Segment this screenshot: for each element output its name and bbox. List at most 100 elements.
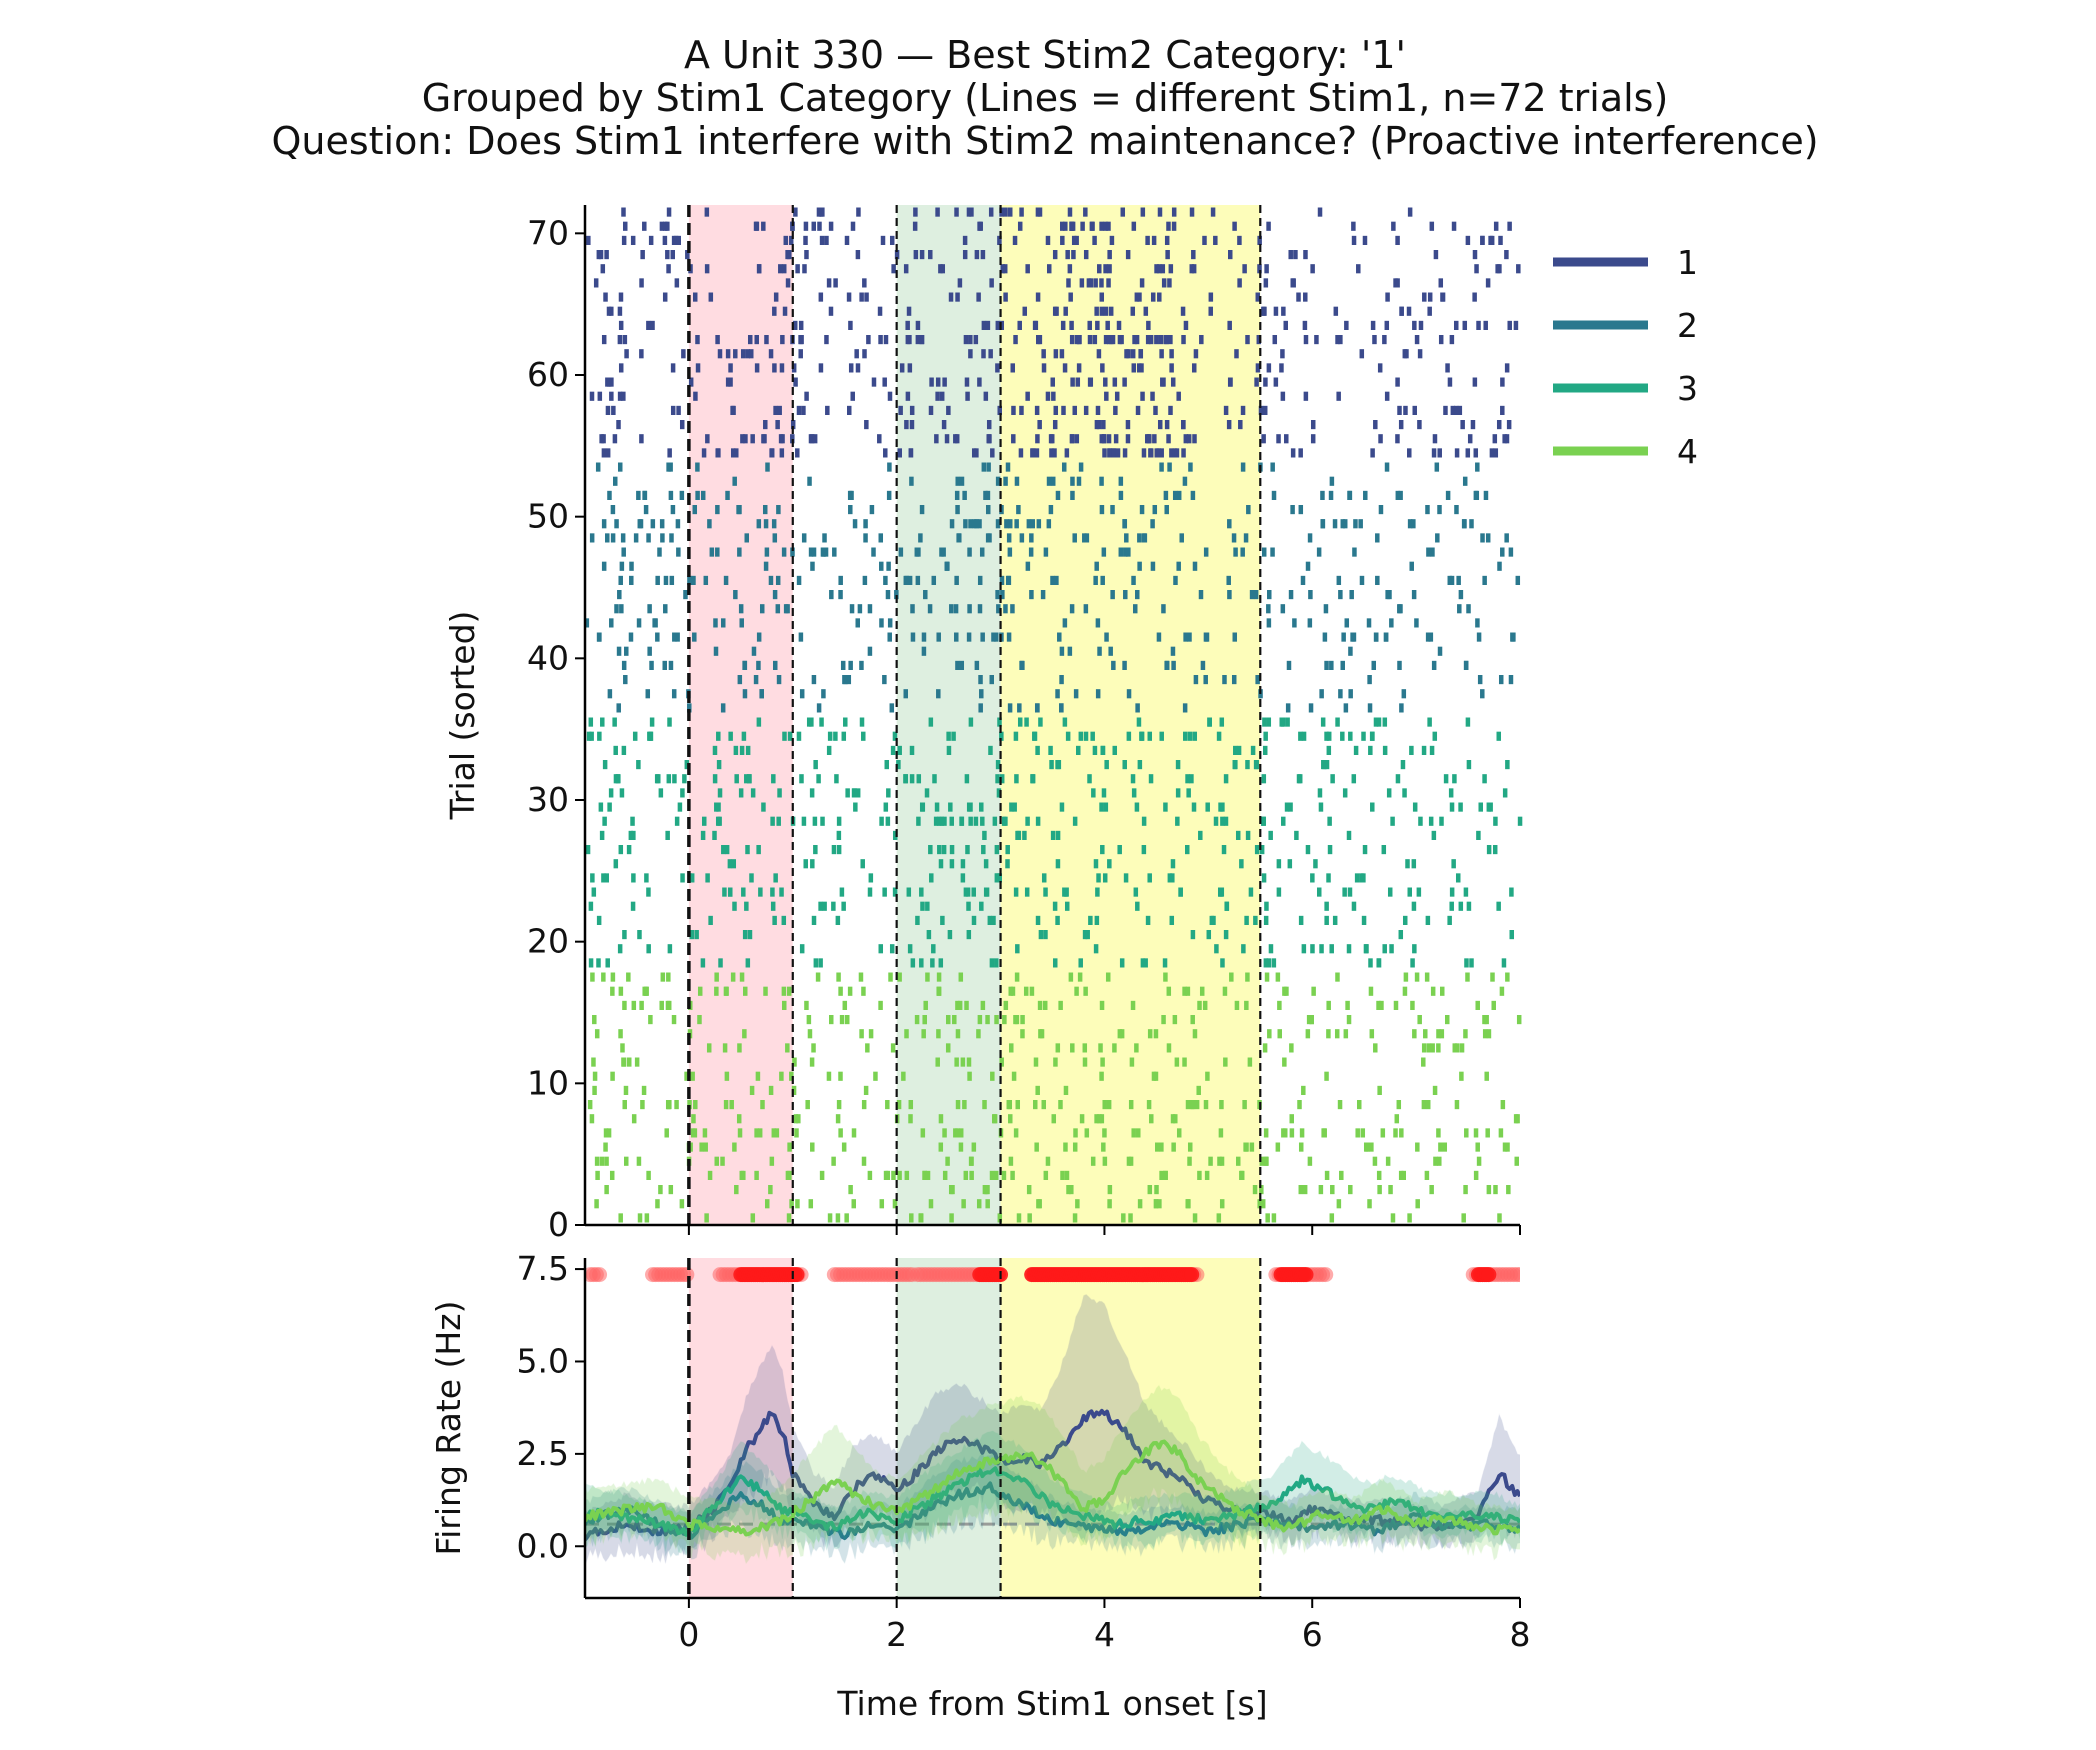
spike-tick: [1281, 306, 1286, 316]
spike-tick: [1133, 887, 1139, 897]
spike-tick: [1261, 434, 1266, 444]
spike-tick: [771, 774, 776, 784]
spike-tick: [959, 660, 965, 670]
spike-tick: [1310, 420, 1316, 430]
spike-tick: [1154, 1185, 1159, 1195]
spike-tick: [987, 434, 992, 444]
spike-tick: [603, 1142, 608, 1152]
spike-tick: [1370, 448, 1375, 458]
spike-tick: [637, 930, 642, 940]
spike-tick: [938, 1142, 944, 1152]
spike-tick: [1050, 575, 1055, 585]
spike-tick: [1106, 1100, 1112, 1110]
spike-tick: [1190, 490, 1196, 500]
spike-tick: [790, 221, 795, 231]
spike-tick: [1220, 958, 1225, 968]
spike-tick: [960, 1057, 966, 1067]
spike-tick: [1462, 519, 1467, 529]
spike-tick: [739, 972, 745, 982]
spike-tick: [1150, 391, 1155, 401]
spike-tick: [1343, 703, 1349, 713]
spike-tick: [751, 646, 757, 656]
spike-tick: [1348, 1185, 1353, 1195]
spike-tick: [1502, 788, 1508, 798]
spike-tick: [1066, 1185, 1071, 1195]
spike-tick: [1473, 448, 1479, 458]
spike-tick: [1436, 1128, 1441, 1138]
spike-tick: [1095, 618, 1101, 628]
spike-tick: [928, 250, 933, 260]
spike-tick: [1079, 278, 1085, 288]
spike-tick: [819, 1170, 825, 1180]
spike-tick: [1407, 887, 1413, 897]
spike-tick: [1324, 660, 1329, 670]
spike-tick: [817, 221, 822, 231]
spike-tick: [705, 434, 710, 444]
spike-tick: [1135, 703, 1140, 713]
spike-tick: [687, 1100, 692, 1110]
spike-tick: [631, 1000, 637, 1010]
spike-tick: [764, 335, 769, 345]
spike-tick: [1266, 958, 1272, 968]
spike-tick: [1342, 788, 1348, 798]
spike-tick: [856, 207, 861, 217]
spike-tick: [1010, 1170, 1015, 1180]
spike-tick: [628, 632, 634, 642]
spike-tick: [1092, 335, 1098, 345]
spike-tick: [1263, 377, 1268, 387]
spike-tick: [818, 292, 824, 302]
spike-tick: [1140, 958, 1146, 968]
spike-tick: [692, 505, 698, 515]
spike-tick: [915, 320, 921, 330]
spike-tick: [1463, 1029, 1468, 1039]
spike-tick: [1101, 1142, 1106, 1152]
spike-tick: [809, 788, 815, 798]
spike-tick: [935, 377, 941, 387]
spike-tick: [1043, 887, 1048, 897]
spike-tick: [1095, 320, 1100, 330]
spike-tick: [1398, 930, 1404, 940]
spike-tick: [742, 689, 748, 699]
spike-tick: [838, 1071, 843, 1081]
spike-tick: [1186, 434, 1192, 444]
spike-tick: [1131, 1128, 1136, 1138]
spike-tick: [1030, 774, 1036, 784]
spike-tick: [717, 788, 723, 798]
spike-tick: [1172, 490, 1178, 500]
spike-tick: [885, 1170, 891, 1180]
spike-tick: [648, 1015, 653, 1025]
spike-tick: [838, 1128, 843, 1138]
spike-tick: [756, 264, 762, 274]
spike-tick: [631, 873, 636, 883]
spike-tick: [639, 434, 644, 444]
spike-tick: [749, 349, 754, 359]
spike-tick: [1233, 760, 1238, 770]
spike-tick: [1399, 703, 1404, 713]
spike-tick: [609, 391, 614, 401]
spike-tick: [925, 901, 930, 911]
spike-tick: [1270, 462, 1275, 472]
spike-tick: [944, 434, 950, 444]
spike-tick: [844, 1213, 849, 1223]
spike-tick: [1458, 590, 1464, 600]
spike-tick: [1260, 1199, 1266, 1209]
spike-tick: [1143, 958, 1148, 968]
spike-tick: [1011, 405, 1016, 415]
spike-tick: [655, 575, 660, 585]
spike-tick: [846, 675, 852, 685]
spike-tick: [883, 335, 889, 345]
spike-tick: [1425, 1100, 1431, 1110]
spike-tick: [1387, 590, 1392, 600]
spike-tick: [619, 788, 625, 798]
spike-tick: [1189, 264, 1195, 274]
spike-tick: [780, 434, 785, 444]
spike-tick: [646, 1170, 651, 1180]
spike-tick: [942, 1128, 947, 1138]
spike-tick: [676, 547, 681, 557]
psth-epoch-shade-1: [688, 1258, 793, 1598]
spike-tick: [1055, 859, 1061, 869]
spike-tick: [1485, 533, 1491, 543]
spike-tick: [1385, 292, 1390, 302]
spike-tick: [1226, 420, 1232, 430]
spike-tick: [595, 1170, 600, 1180]
